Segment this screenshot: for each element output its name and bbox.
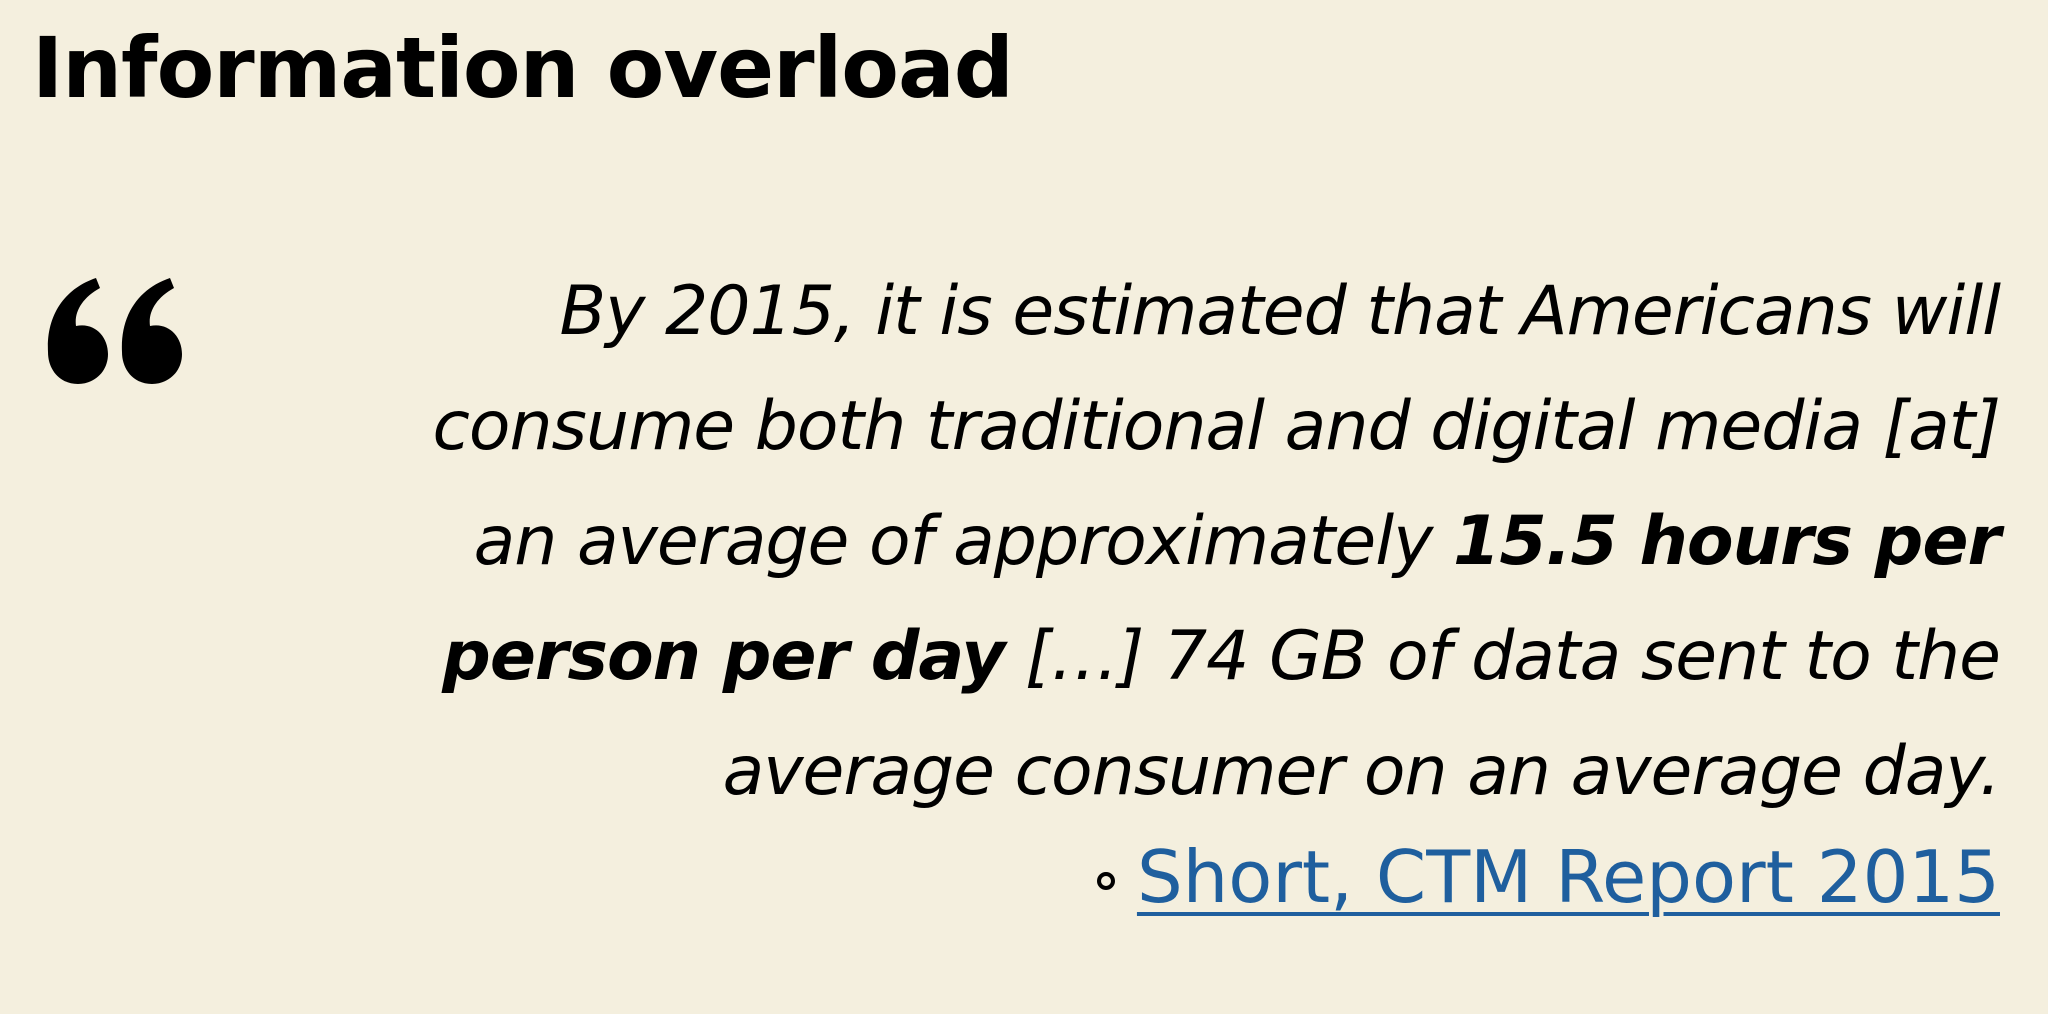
hollow-circle-bullet-icon xyxy=(1096,871,1115,890)
quote-text-after: […] 74 GB of data sent to the average co… xyxy=(722,617,2001,811)
quote-text-before: By 2015, it is estimated that Americans … xyxy=(432,272,2001,581)
quote-text: By 2015, it is estimated that Americans … xyxy=(360,254,2001,829)
slide-title: Information overload xyxy=(32,19,1014,117)
open-quote-icon xyxy=(47,278,182,384)
quote-emphasis: 15.5 hours per person per day xyxy=(442,502,2001,696)
source-link[interactable]: Short, CTM Report 2015 xyxy=(1136,835,2000,919)
source-citation: Short, CTM Report 2015 xyxy=(1096,835,2000,919)
